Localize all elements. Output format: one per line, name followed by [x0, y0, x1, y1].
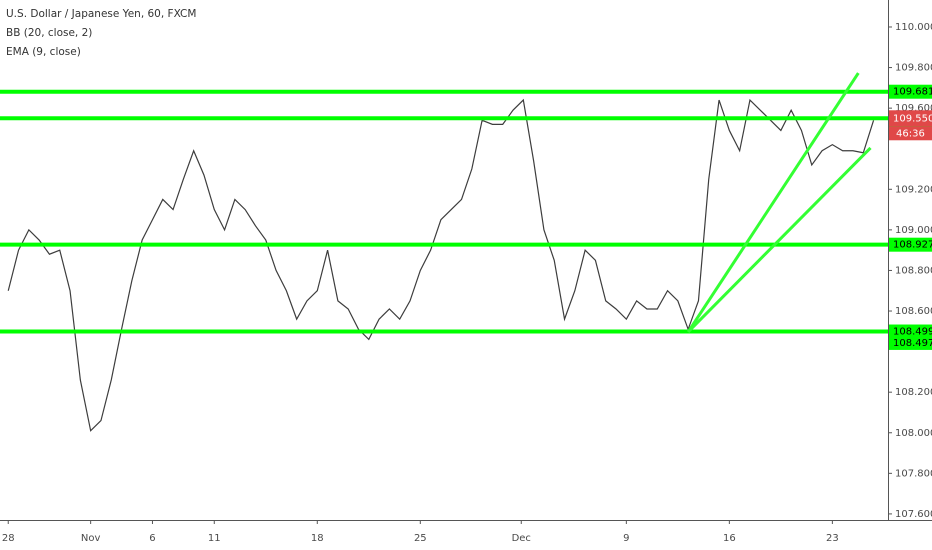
x-tick-label: 25 — [414, 533, 427, 544]
x-tick-label: 18 — [311, 533, 324, 544]
x-tick-label: Dec — [512, 533, 531, 544]
price-line — [7, 98, 875, 432]
y-tick-label: 108.600 — [895, 306, 932, 317]
price-label-box — [889, 110, 932, 127]
x-tick-label: 28 — [2, 533, 15, 544]
indicator-label: EMA (9, close) — [6, 46, 81, 58]
y-tick-label: 109.000 — [895, 225, 932, 236]
y-tick-label: 109.600 — [895, 103, 932, 114]
trend-line — [686, 72, 860, 333]
y-tick-label: 109.200 — [895, 184, 932, 195]
level-label: 108.499 — [893, 327, 932, 338]
trend-line — [687, 146, 872, 333]
y-tick-label: 108.200 — [895, 387, 932, 398]
level-label-box — [889, 84, 932, 99]
level-label-box — [889, 324, 932, 339]
countdown: 46:36 — [896, 128, 925, 139]
y-tick-label: 108.800 — [895, 265, 932, 276]
x-tick-label: 16 — [723, 533, 736, 544]
level-label: 109.681 — [893, 87, 932, 98]
price-label: 109.550 — [893, 113, 932, 124]
y-tick-label: 107.800 — [895, 468, 932, 479]
x-tick-label: Nov — [81, 533, 101, 544]
x-tick-label: 11 — [208, 533, 221, 544]
x-tick-label: 6 — [149, 533, 155, 544]
level-label-box — [889, 237, 932, 252]
chart-title: U.S. Dollar / Japanese Yen, 60, FXCM — [6, 8, 196, 20]
level-label-box — [889, 335, 932, 350]
y-tick-label: 107.600 — [895, 509, 932, 520]
x-tick-label: 23 — [826, 533, 839, 544]
y-tick-label: 109.800 — [895, 63, 932, 74]
countdown-box — [889, 126, 932, 141]
level-label: 108.927 — [893, 240, 932, 251]
level-label: 108.497 — [893, 338, 932, 349]
y-tick-label: 110.000 — [895, 22, 932, 33]
indicator-label: BB (20, close, 2) — [6, 27, 92, 39]
y-tick-label: 108.000 — [895, 428, 932, 439]
x-tick-label: 9 — [623, 533, 629, 544]
